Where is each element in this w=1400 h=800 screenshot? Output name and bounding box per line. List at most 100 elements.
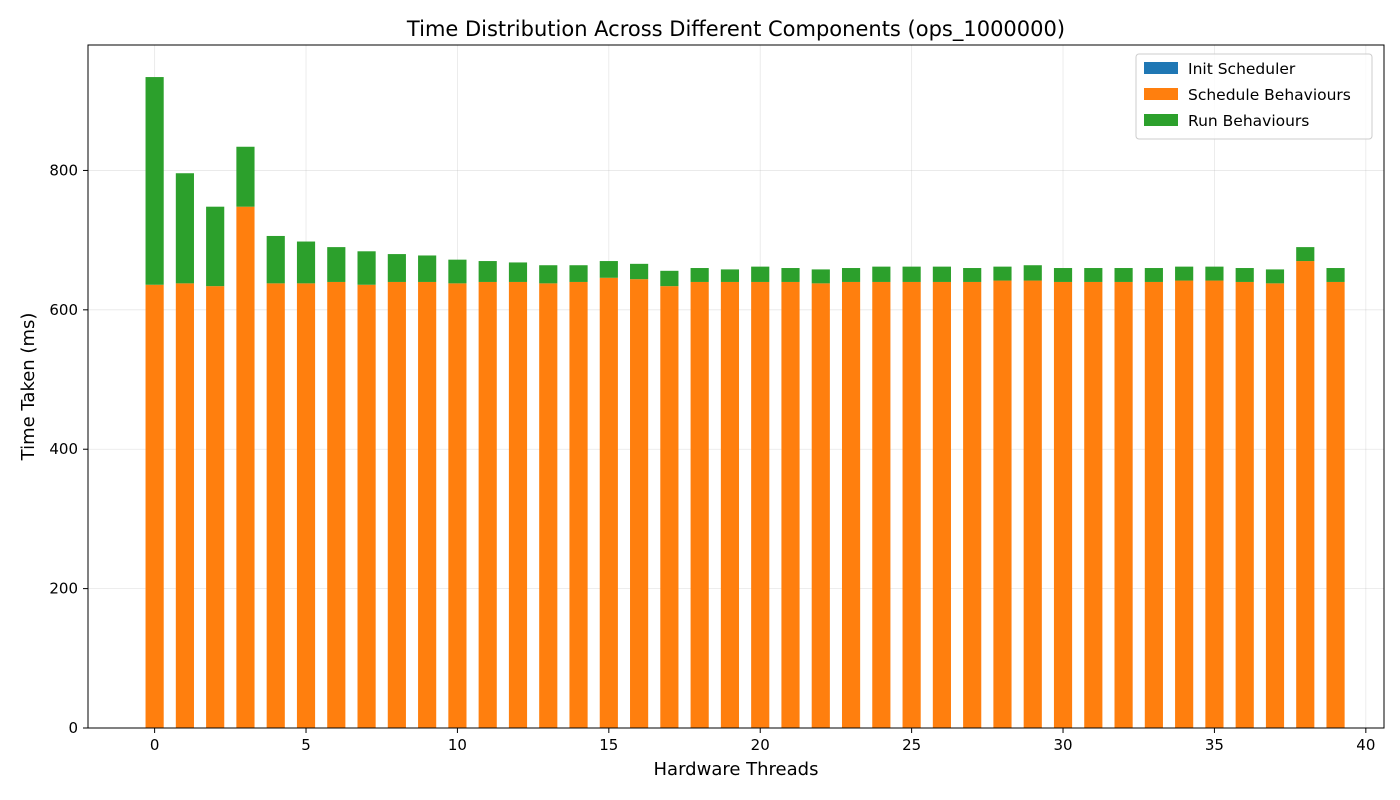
legend-swatch [1144, 62, 1178, 74]
bar-schedule-behaviours [720, 281, 740, 728]
bar-schedule-behaviours [508, 281, 528, 728]
y-axis-label: Time Taken (ms) [18, 313, 39, 462]
bar-run-behaviours [841, 268, 861, 282]
bar-run-behaviours [1235, 268, 1254, 282]
bar-schedule-behaviours [872, 281, 891, 728]
bar-schedule-behaviours [811, 283, 830, 728]
bar-schedule-behaviours [1023, 280, 1042, 728]
bar-schedule-behaviours [1296, 261, 1315, 728]
bar-schedule-behaviours [902, 281, 921, 728]
bar-run-behaviours [690, 268, 709, 282]
bar-schedule-behaviours [660, 286, 679, 728]
bar-run-behaviours [296, 241, 316, 284]
bar-run-behaviours [902, 266, 921, 282]
x-tick-label: 15 [599, 736, 618, 754]
bar-schedule-behaviours [206, 286, 225, 728]
x-tick-label: 5 [301, 736, 311, 754]
bar-schedule-behaviours [418, 281, 437, 728]
x-tick-label: 35 [1205, 736, 1224, 754]
y-tick-label: 600 [49, 301, 78, 319]
bar-schedule-behaviours [357, 284, 376, 728]
x-tick-label: 0 [150, 736, 160, 754]
bars [145, 77, 1345, 728]
bar-schedule-behaviours [1235, 281, 1254, 728]
bar-schedule-behaviours [296, 283, 316, 728]
bar-run-behaviours [539, 265, 558, 284]
bar-schedule-behaviours [1114, 281, 1133, 728]
x-tick-label: 25 [902, 736, 921, 754]
bar-schedule-behaviours [630, 279, 649, 728]
bar-schedule-behaviours [1084, 281, 1103, 728]
bar-run-behaviours [1296, 247, 1315, 262]
bar-schedule-behaviours [690, 281, 709, 728]
bar-run-behaviours [387, 254, 406, 282]
legend-label: Schedule Behaviours [1188, 86, 1351, 104]
bar-run-behaviours [751, 266, 770, 282]
bar-run-behaviours [266, 235, 285, 284]
bar-run-behaviours [1023, 265, 1042, 281]
x-tick-label: 10 [448, 736, 467, 754]
bar-schedule-behaviours [539, 283, 558, 728]
bar-schedule-behaviours [175, 283, 194, 728]
y-tick-label: 400 [49, 440, 78, 458]
legend-label: Init Scheduler [1188, 60, 1296, 78]
bar-run-behaviours [569, 265, 588, 282]
bar-schedule-behaviours [963, 281, 982, 728]
bar-schedule-behaviours [599, 277, 618, 728]
bar-schedule-behaviours [1144, 281, 1163, 728]
bar-run-behaviours [1205, 266, 1224, 281]
bar-run-behaviours [660, 270, 679, 287]
bar-run-behaviours [781, 268, 800, 282]
bar-schedule-behaviours [236, 206, 255, 728]
bar-run-behaviours [236, 146, 255, 207]
bar-run-behaviours [811, 269, 830, 284]
bar-schedule-behaviours [1053, 281, 1073, 728]
bar-schedule-behaviours [478, 281, 497, 728]
bar-run-behaviours [357, 251, 376, 285]
bar-run-behaviours [932, 266, 951, 282]
bar-schedule-behaviours [327, 281, 346, 728]
bar-schedule-behaviours [781, 281, 800, 728]
legend-swatch [1144, 88, 1178, 100]
bar-schedule-behaviours [841, 281, 861, 728]
bar-run-behaviours [1175, 266, 1194, 281]
bar-run-behaviours [1265, 269, 1285, 284]
bar-run-behaviours [1084, 268, 1103, 282]
bar-schedule-behaviours [751, 281, 770, 728]
bar-schedule-behaviours [145, 284, 164, 728]
bar-schedule-behaviours [387, 281, 406, 728]
bar-run-behaviours [599, 261, 618, 278]
bar-run-behaviours [630, 263, 649, 280]
bar-run-behaviours [1114, 268, 1133, 282]
legend-box [1135, 53, 1373, 140]
bar-run-behaviours [720, 269, 740, 282]
bar-run-behaviours [478, 261, 497, 282]
y-tick-label: 0 [68, 719, 78, 737]
bar-run-behaviours [327, 247, 346, 282]
y-tick-label: 800 [49, 161, 78, 179]
bar-schedule-behaviours [1175, 280, 1194, 728]
plot-frame [87, 44, 1385, 729]
bar-run-behaviours [175, 173, 194, 284]
legend-swatch [1144, 114, 1178, 126]
bar-schedule-behaviours [932, 281, 951, 728]
bar-run-behaviours [872, 266, 891, 282]
bar-run-behaviours [993, 266, 1012, 281]
bar-schedule-behaviours [569, 281, 588, 728]
bar-run-behaviours [206, 206, 225, 287]
chart-title: Time Distribution Across Different Compo… [406, 17, 1065, 42]
legend-label: Run Behaviours [1188, 112, 1309, 130]
bar-run-behaviours [448, 259, 467, 284]
y-tick-label: 200 [49, 580, 78, 598]
bar-run-behaviours [1326, 268, 1345, 282]
bar-schedule-behaviours [1265, 283, 1285, 728]
bar-run-behaviours [508, 262, 528, 282]
x-tick-label: 30 [1053, 736, 1072, 754]
x-tick-label: 20 [751, 736, 770, 754]
bar-run-behaviours [145, 77, 164, 285]
bar-schedule-behaviours [1326, 281, 1345, 728]
bar-run-behaviours [418, 255, 437, 282]
